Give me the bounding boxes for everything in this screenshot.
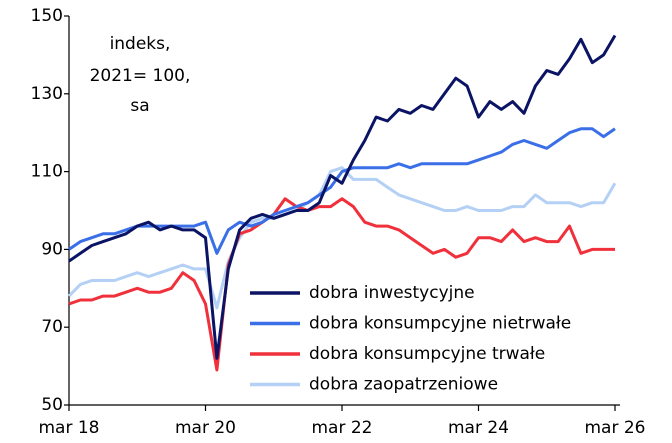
series-line bbox=[68, 34, 617, 360]
y-tick-label: 90 bbox=[41, 239, 63, 259]
legend-label: dobra konsumpcyjne nietrwałe bbox=[309, 314, 571, 334]
y-tick-label: 110 bbox=[31, 162, 63, 182]
x-tick-label: mar 26 bbox=[584, 418, 645, 438]
x-tick-label: mar 22 bbox=[311, 418, 372, 438]
x-tick-label: mar 20 bbox=[175, 418, 236, 438]
y-tick-label: 50 bbox=[41, 395, 63, 415]
y-tick-label: 70 bbox=[41, 317, 63, 337]
legend-label: dobra konsumpcyjne trwałe bbox=[309, 344, 545, 364]
x-tick-label: mar 18 bbox=[38, 418, 99, 438]
series-line bbox=[68, 197, 615, 372]
legend-label: dobra inwestycyjne bbox=[309, 283, 475, 303]
x-tick-label: mar 24 bbox=[448, 418, 509, 438]
annotation: sa bbox=[130, 96, 149, 116]
legend-label: dobra zaopatrzeniowe bbox=[309, 375, 498, 395]
y-tick-label: 130 bbox=[31, 84, 63, 104]
series-line bbox=[67, 166, 617, 310]
y-tick-label: 150 bbox=[31, 6, 63, 26]
series-line bbox=[68, 127, 616, 255]
annotation: 2021= 100, bbox=[90, 66, 191, 86]
annotation: indeks, bbox=[110, 34, 171, 54]
